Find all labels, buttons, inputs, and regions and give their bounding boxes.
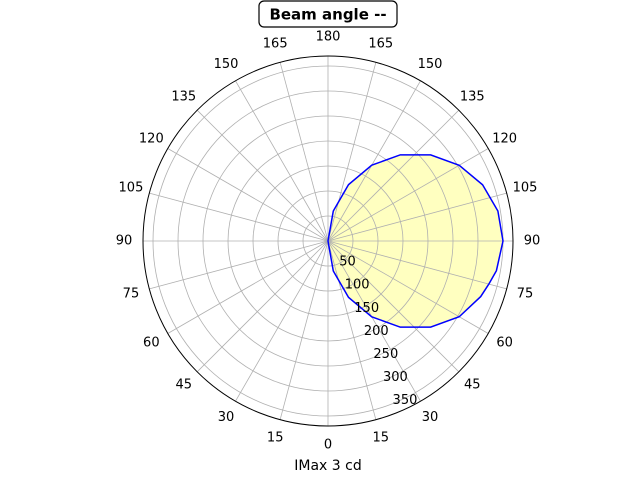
line <box>327 154 504 328</box>
chart-title: Beam angle -- <box>269 6 386 24</box>
x-tick-label: 150 <box>418 57 443 72</box>
x-tick-label: 135 <box>460 89 485 104</box>
plot-frame <box>142 55 514 427</box>
x-tick-label: 15 <box>373 431 390 446</box>
grid-line <box>167 240 329 334</box>
x-tick-label: 60 <box>496 336 513 351</box>
grid-line <box>327 240 489 334</box>
x-tick-label: 150 <box>214 57 239 72</box>
y-tick-label: 100 <box>345 278 370 293</box>
grid-line <box>196 109 329 242</box>
grid-line <box>279 62 329 242</box>
x-tick-label: 75 <box>517 286 534 301</box>
grid-line <box>327 192 507 242</box>
grid-line <box>327 62 377 242</box>
x-tick-label: 180 <box>316 30 341 45</box>
x-tick-label: 45 <box>464 378 481 393</box>
grid-line <box>327 148 489 242</box>
y-tick-label: 350 <box>393 393 418 408</box>
x-tick-label: 165 <box>263 36 288 51</box>
grid-line <box>235 80 329 242</box>
x-tick-label: 165 <box>368 36 393 51</box>
grid-line <box>327 109 460 242</box>
grid-line <box>149 240 329 290</box>
x-tick-label: 0 <box>324 438 332 453</box>
x-tick-label: 105 <box>513 181 538 196</box>
x-tick-label: 30 <box>218 410 235 425</box>
x-tick-label: 30 <box>422 410 439 425</box>
y-tick-label: 250 <box>373 347 398 362</box>
y-tick-label: 50 <box>339 255 356 270</box>
x-tick-label: 60 <box>143 336 160 351</box>
grid-line <box>149 192 329 242</box>
x-tick-label: 135 <box>171 89 196 104</box>
x-tick-label: 105 <box>119 181 144 196</box>
y-tick-label: 200 <box>364 324 389 339</box>
grid-line <box>327 240 460 373</box>
grid-line <box>327 240 507 290</box>
title-box <box>258 0 398 28</box>
grid-line <box>327 240 421 402</box>
grid-line <box>327 240 377 420</box>
x-tick-label: 90 <box>116 234 133 249</box>
x-tick-label: 120 <box>139 132 164 147</box>
grid-line <box>196 240 329 373</box>
y-tick-label: 300 <box>383 370 408 385</box>
x-tick-label: 90 <box>524 234 541 249</box>
x-tick-label: 75 <box>123 286 140 301</box>
x-tick-label: 15 <box>267 431 284 446</box>
x-tick-label: 120 <box>492 132 517 147</box>
x-tick-label: 45 <box>175 378 192 393</box>
y-tick-label: 150 <box>354 301 379 316</box>
grid-line <box>279 240 329 420</box>
grid-line <box>327 80 421 242</box>
grid-line <box>235 240 329 402</box>
x-axis-label: IMax 3 cd <box>294 458 361 474</box>
grid-line <box>167 148 329 242</box>
